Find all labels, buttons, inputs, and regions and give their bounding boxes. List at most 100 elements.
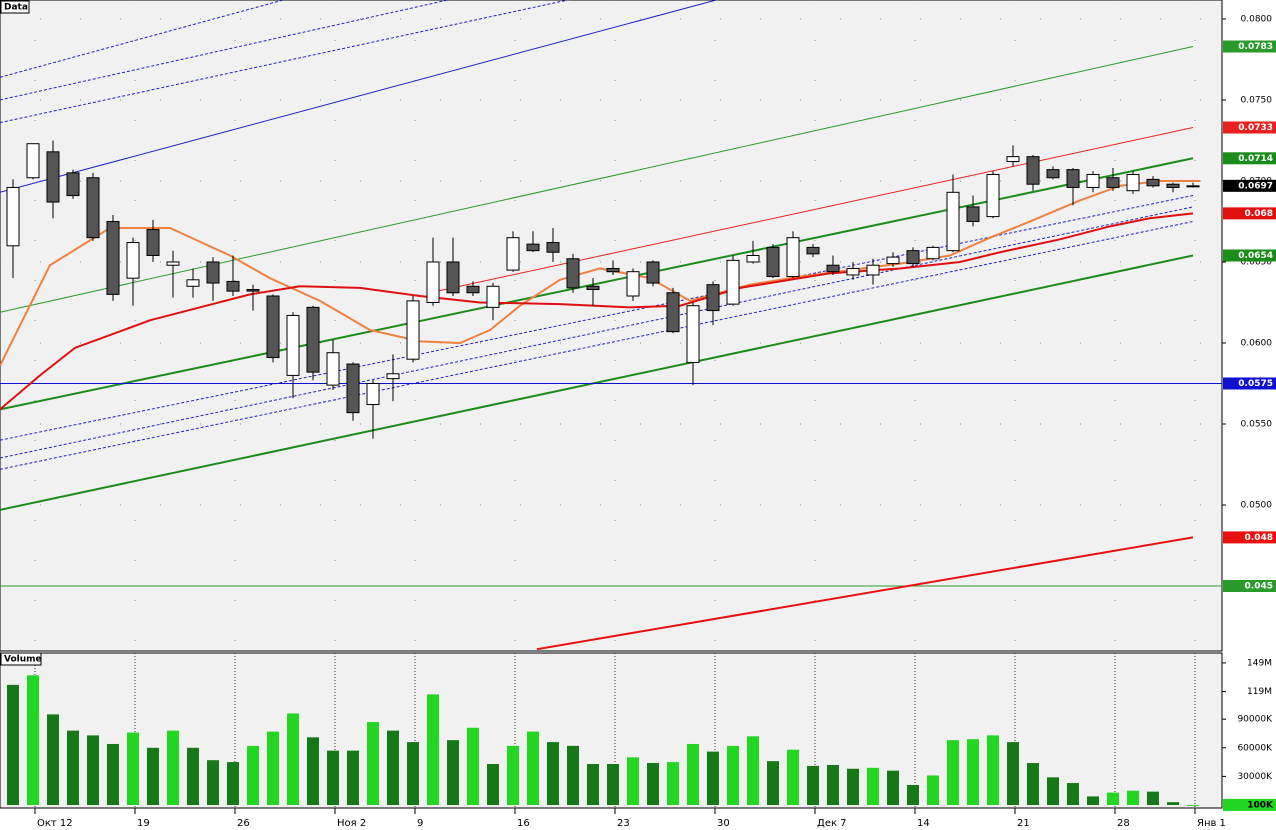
- volume-bar: [467, 727, 479, 805]
- candle-body: [1106, 177, 1120, 188]
- candle-body: [526, 243, 540, 252]
- candle-body: [746, 254, 760, 263]
- candle-body: [626, 271, 640, 297]
- candle-body: [1066, 169, 1080, 188]
- volume-bar: [827, 764, 839, 805]
- candle-body: [766, 246, 780, 278]
- volume-bar: [647, 763, 659, 805]
- volume-bar: [167, 730, 179, 805]
- candle-body: [666, 292, 680, 333]
- trend-line: [0, 0, 286, 78]
- x-tick-label: 21: [1017, 818, 1030, 829]
- volume-bar: [427, 694, 439, 805]
- trend-line: [0, 0, 719, 193]
- y-tick-label: 30000K: [1237, 772, 1273, 782]
- volume-bar: [1187, 804, 1199, 806]
- candle-body: [1166, 183, 1180, 188]
- price-label-box: [1223, 152, 1276, 165]
- x-tick-label: 23: [617, 818, 630, 829]
- volume-bar: [447, 740, 459, 805]
- candle-body: [1086, 173, 1100, 188]
- candle-body: [786, 237, 800, 278]
- volume-label-box: [1223, 798, 1276, 811]
- candle-body: [326, 352, 340, 386]
- x-tick-label: 26: [237, 818, 250, 829]
- candle-body: [726, 259, 740, 305]
- volume-bar: [1027, 763, 1039, 805]
- price-label-box: [1223, 121, 1276, 134]
- x-tick-label: Окт 12: [37, 818, 73, 829]
- candle-body: [86, 177, 100, 239]
- x-tick-label: 14: [917, 818, 930, 829]
- price-label-box: [1223, 207, 1276, 220]
- candle-body: [506, 237, 520, 271]
- volume-bar: [347, 750, 359, 805]
- volume-bar: [7, 684, 19, 805]
- candle-body: [26, 143, 40, 179]
- candle-body: [1126, 173, 1140, 192]
- y-tick-label: 90000K: [1237, 715, 1273, 725]
- candle-body: [866, 264, 880, 276]
- volume-bar: [507, 745, 519, 805]
- y-tick-label: 0.0500: [1241, 500, 1273, 510]
- y-tick-label: 60000K: [1237, 743, 1273, 753]
- volume-bar: [407, 742, 419, 805]
- trend-line: [0, 179, 1200, 367]
- candle-body: [266, 295, 280, 359]
- x-tick-label: 30: [717, 818, 730, 829]
- candle-body: [906, 250, 920, 265]
- candle-body: [1186, 185, 1200, 188]
- x-tick-label: 16: [517, 818, 530, 829]
- volume-bar: [87, 735, 99, 805]
- price-label: 0.0654: [1238, 251, 1273, 261]
- volume-bar: [867, 767, 879, 805]
- volume-label: 100K: [1247, 800, 1274, 810]
- price-label: 0.0714: [1238, 154, 1273, 164]
- candle-body: [6, 186, 20, 247]
- x-tick-label: 9: [417, 818, 423, 829]
- volume-bar: [707, 751, 719, 805]
- price-label: 0.0733: [1238, 123, 1273, 133]
- x-tick-label: Ноя 2: [337, 818, 366, 829]
- trend-line: [0, 206, 1194, 459]
- volume-bar: [587, 763, 599, 805]
- volume-bar: [307, 737, 319, 805]
- y-tick-label: 0.0800: [1241, 14, 1273, 24]
- price-label-box: [1223, 531, 1276, 544]
- volume-bar: [927, 775, 939, 805]
- candle-body: [1046, 169, 1060, 179]
- volume-bar: [687, 743, 699, 805]
- price-label: 0.068: [1245, 209, 1273, 219]
- y-tick-label: 0.0600: [1241, 338, 1273, 348]
- chart-title: Volume: [4, 655, 42, 665]
- volume-bar: [547, 742, 559, 805]
- candle-body: [466, 285, 480, 294]
- price-label: 0.0697: [1238, 181, 1273, 191]
- candle-body: [846, 267, 860, 276]
- volume-bar: [187, 747, 199, 805]
- volume-bar: [727, 745, 739, 805]
- volume-bar: [387, 730, 399, 805]
- price-label: 0.048: [1245, 533, 1273, 543]
- candle-body: [826, 264, 840, 273]
- candle-body: [106, 220, 120, 295]
- candle-body: [1146, 178, 1160, 187]
- volume-bar: [1147, 791, 1159, 805]
- candle-body: [166, 261, 180, 266]
- candle-body: [126, 242, 140, 279]
- volume-bar: [887, 770, 899, 805]
- price-label-box: [1223, 580, 1276, 593]
- candle-body: [1006, 156, 1020, 163]
- candle-body: [486, 285, 500, 308]
- title-box: [0, 0, 30, 14]
- candle-body: [286, 314, 300, 376]
- volume-bar: [1107, 792, 1119, 805]
- candle-body: [146, 229, 160, 256]
- volume-bar: [1067, 783, 1079, 805]
- candle-body: [966, 206, 980, 222]
- volume-bar: [1127, 790, 1139, 805]
- volume-bar: [947, 740, 959, 805]
- candle-body: [366, 382, 380, 406]
- candle-body: [886, 256, 900, 265]
